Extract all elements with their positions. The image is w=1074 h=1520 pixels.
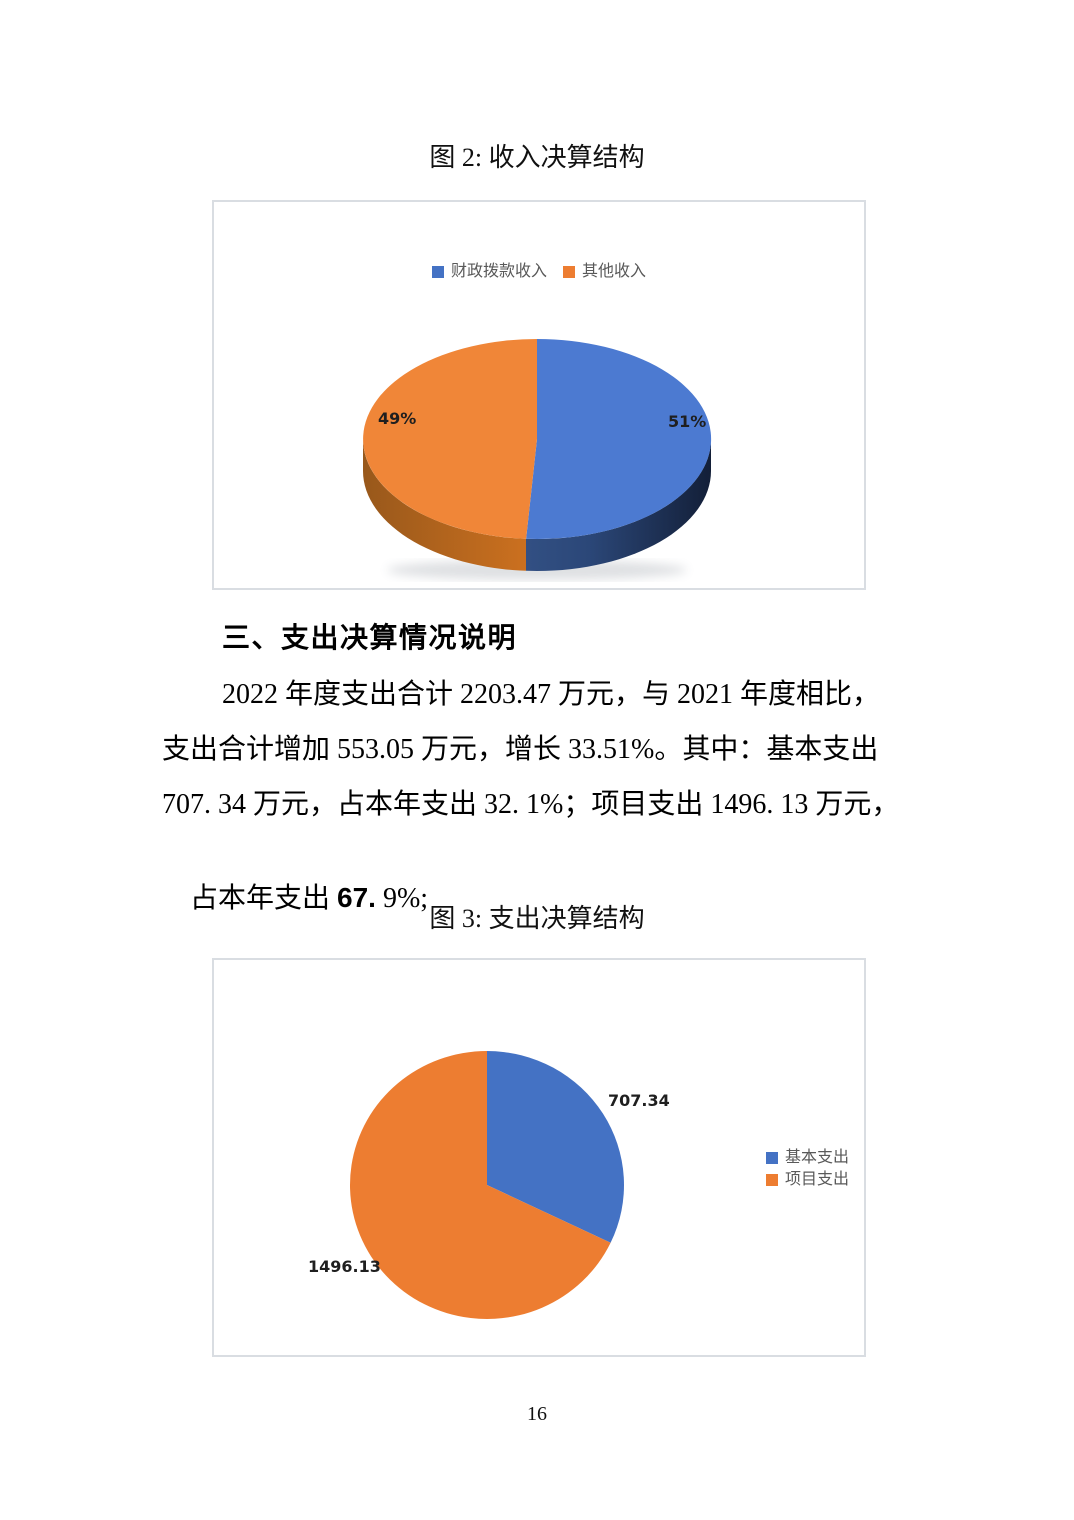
page-number: 16 bbox=[527, 1403, 547, 1425]
legend-swatch-orange-icon bbox=[563, 266, 575, 278]
body-line-4: 占本年支出 67. 9%; bbox=[162, 841, 428, 956]
body-line-1: 2022 年度支出合计 2203.47 万元，与 2021 年度相比， bbox=[222, 679, 881, 710]
legend-label: 其他收入 bbox=[582, 263, 647, 280]
legend-label: 基本支出 bbox=[785, 1149, 850, 1166]
legend-swatch-blue-icon bbox=[431, 266, 444, 278]
body-line-3: 707. 34 万元，占本年支出 32. 1%；项目支出 1496. 13 万元… bbox=[162, 789, 900, 820]
legend-label: 项目支出 bbox=[785, 1171, 850, 1188]
legend-item-fiscal-revenue: 财政拨款收入 bbox=[431, 263, 547, 280]
pie3d-side-fiscal-revenue bbox=[526, 439, 711, 571]
legend-item-other-revenue: 其他收入 bbox=[563, 264, 646, 280]
figure3-chart: 707.34 1496.13 基本支出 项目支出 bbox=[212, 958, 866, 1357]
legend-item-basic-expenditure: 基本支出 bbox=[766, 1150, 849, 1166]
pie-label-project: 1496.13 bbox=[308, 1257, 381, 1276]
pie-slice-project-expenditure bbox=[350, 1051, 611, 1319]
body-line-4-number: 67. bbox=[337, 882, 376, 913]
section-heading: 三、支出决算情况说明 bbox=[222, 622, 518, 653]
body-line-4-prefix: 占本年支出 bbox=[190, 883, 338, 914]
figure2-caption: 图 2: 收入决算结构 bbox=[429, 143, 645, 172]
figure2-chart: 财政拨款收入 其他收入 bbox=[212, 200, 866, 590]
pie3d-revenue bbox=[363, 339, 712, 580]
body-line-2: 支出合计增加 553.05 万元，增长 33.51%。其中：基本支出 bbox=[162, 734, 879, 765]
figure3-caption: 图 3: 支出决算结构 bbox=[429, 904, 645, 933]
body-line-4-suffix: 9%; bbox=[375, 883, 429, 914]
pie-slice-fiscal-revenue bbox=[526, 339, 712, 539]
figure3-legend: 基本支出 项目支出 bbox=[766, 1150, 849, 1188]
pie-label-49: 49% bbox=[378, 409, 417, 428]
pie-slice-other-income bbox=[363, 339, 537, 539]
pie3d-side-other-income bbox=[363, 439, 526, 571]
legend-swatch-blue-icon bbox=[766, 1152, 778, 1164]
legend-item-project-expenditure: 项目支出 bbox=[766, 1172, 849, 1188]
pie-slice-basic-expenditure bbox=[487, 1051, 625, 1243]
pie-expenditure bbox=[350, 1051, 625, 1319]
pie-label-51: 51% bbox=[668, 412, 707, 431]
pie-label-basic: 707.34 bbox=[608, 1091, 670, 1110]
legend-swatch-orange-icon bbox=[766, 1174, 778, 1186]
figure2-legend: 财政拨款收入 其他收入 bbox=[214, 264, 864, 280]
legend-label: 财政拨款收入 bbox=[450, 263, 547, 280]
